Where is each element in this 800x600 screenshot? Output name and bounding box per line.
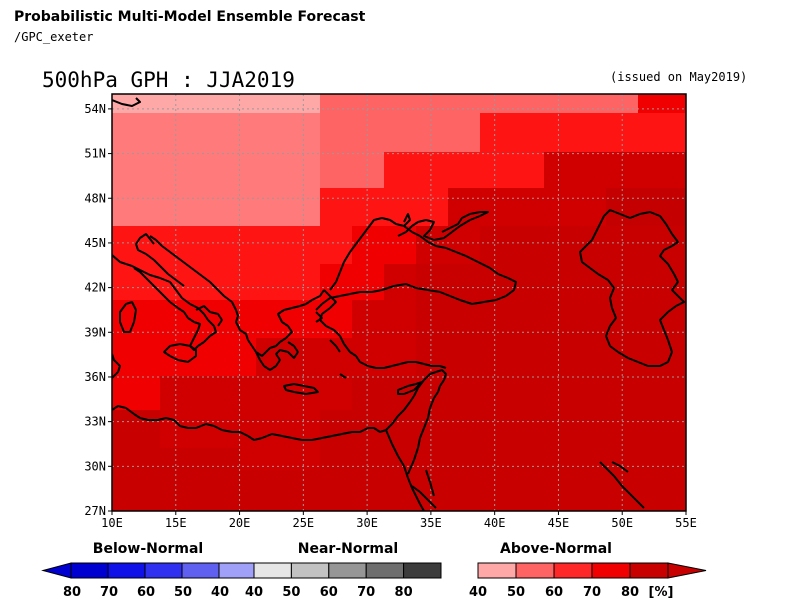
legend-swatch-above [629,562,669,579]
y-tick-label: 45N [84,236,106,250]
legend-swatch-above [553,562,593,579]
x-tick-label: 35E [420,516,442,530]
sicily-coastline [163,343,197,363]
latitude-tick-labels: 54N 51N 48N 45N 42N 39N 36N 33N 30N 27N [84,102,106,518]
coastlines [112,97,685,511]
legend-swatch-above [515,562,555,579]
x-tick-label: 25E [292,516,314,530]
legend-title-above-normal: Above-Normal [500,541,612,557]
balkan-coastline [149,235,325,357]
map-title: 500hPa GPH : JJA2019 [42,68,295,92]
greece-coastline [255,341,299,371]
legend-title-below-normal: Below-Normal [92,541,204,557]
probability-region-80 [320,226,686,511]
y-tick-label: 42N [84,281,106,295]
legend-swatch-below [181,562,220,579]
legend-swatch-below [144,562,183,579]
x-tick-label: 30E [356,516,378,530]
lat-lon-grid [108,94,687,515]
x-tick-label: 40E [484,516,506,530]
y-tick-label: 27N [84,504,106,518]
north-africa-coastline [112,405,387,441]
legend-unit-label: [%] [649,585,674,600]
x-tick-label: 10E [101,516,123,530]
legend-tick-label: 80 [621,585,639,600]
probability-region-70 [638,94,686,113]
figure-title: Probabilistic Multi-Model Ensemble Forec… [14,9,366,25]
legend-swatch-below [218,562,257,579]
legend-tick-label: 40 [469,585,487,600]
levant-coastline [385,369,447,449]
legend-tick-label: 70 [583,585,601,600]
longitude-tick-labels: 10E 15E 20E 25E 30E 35E 40E 45E 50E 55E [101,516,697,530]
legend-tick-label: 50 [174,585,192,600]
legend-swatch-near [403,562,442,579]
x-tick-label: 45E [548,516,570,530]
source-label: /GPC_exeter [14,30,94,44]
crimea-coastline [397,211,489,241]
legend-tick-label: 60 [545,585,563,600]
legend-tick-label: 70 [100,585,118,600]
probability-region-50 [320,94,638,113]
legend-swatch-near [253,562,292,579]
caspian-coastline [579,209,685,367]
x-tick-label: 15E [165,516,187,530]
legend-tick-label: 40 [245,585,263,600]
legend-swatch-near [365,562,405,579]
legend-swatch-above [591,562,631,579]
probability-region-60 [112,113,686,300]
legend-tick-label: 50 [282,585,300,600]
legend-tick-label: 40 [211,585,229,600]
italy-coastline [112,233,223,351]
sardinia-coastline [119,301,137,333]
x-tick-label: 20E [229,516,251,530]
turkey-coastline [319,289,447,369]
legend-arrow [667,562,707,579]
legend-tick-label: 60 [137,585,155,600]
y-tick-label: 54N [84,102,106,116]
aegean-islands [315,311,347,379]
probability-field [112,94,686,511]
gulf-coastline [599,461,645,509]
legend-swatch-near [290,562,330,579]
crete-coastline [283,383,319,395]
legend-swatch-below [70,562,109,579]
y-tick-label: 51N [84,147,106,161]
legend: 80 70 60 50 40 40 50 60 70 80 40 50 60 70 80 [%] [41,562,707,600]
legend-tick-label: 80 [63,585,81,600]
legend-arrow [41,562,72,579]
legend-swatch-near [328,562,367,579]
x-tick-label: 50E [611,516,633,530]
libya-coastline [112,353,121,379]
legend-title-near-normal: Near-Normal [297,541,399,557]
legend-swatch-above [477,562,517,579]
x-tick-label: 55E [675,516,697,530]
y-tick-label: 33N [84,415,106,429]
issued-label: (issued on May2019) [610,70,748,84]
legend-tick-label: 70 [357,585,375,600]
y-tick-label: 39N [84,325,106,339]
cyprus-coastline [397,381,423,395]
probability-region-80 [112,410,320,511]
probability-region-50 [112,113,320,226]
y-tick-label: 36N [84,370,106,384]
y-tick-label: 30N [84,459,106,473]
legend-swatch-below [107,562,146,579]
black-sea-coastline [315,217,517,311]
legend-tick-label: 60 [320,585,338,600]
baltic-coastline [112,97,141,107]
y-tick-label: 48N [84,191,106,205]
map-frame [111,93,687,512]
legend-tick-label: 50 [507,585,525,600]
legend-tick-label: 80 [395,585,413,600]
probability-region-40 [112,94,320,113]
red-sea-coastline [385,429,437,511]
